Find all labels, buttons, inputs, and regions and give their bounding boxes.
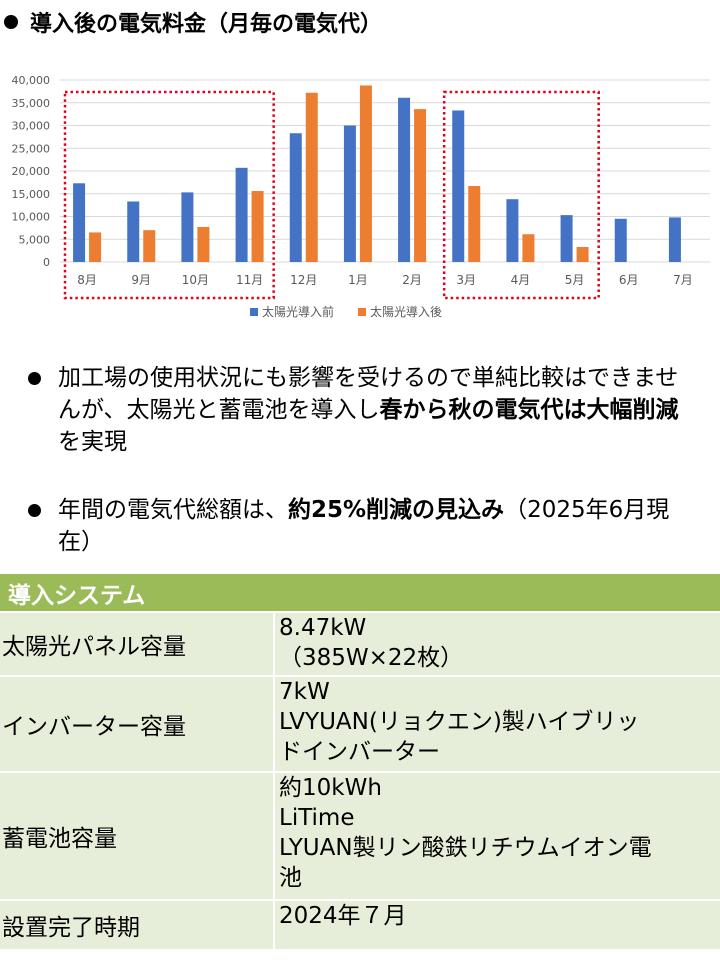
value-line: LYUAN製リン酸鉄リチウムイオン電 xyxy=(279,835,652,861)
bullet-text: （2025年6月現在） xyxy=(58,497,670,555)
bar-after xyxy=(251,191,264,262)
x-tick-label: 8月 xyxy=(77,273,97,287)
y-tick-label: 25,000 xyxy=(12,142,51,155)
bar-after xyxy=(522,234,535,262)
legend-swatch xyxy=(250,308,258,316)
bar-after xyxy=(468,186,481,262)
table-row: 蓄電池容量 約10kWh LiTime LYUAN製リン酸鉄リチウムイオン電 池 xyxy=(0,771,720,899)
row-value: 8.47kW （385W×22枚） xyxy=(275,613,720,675)
bullet-comparison: 加工場の使用状況にも影響を受けるので単純比較はできませんが、太陽光と蓄電池を導入… xyxy=(28,362,688,458)
row-key: 設置完了時期 xyxy=(0,901,275,949)
y-tick-label: 35,000 xyxy=(12,97,51,110)
y-tick-label: 5,000 xyxy=(19,233,51,246)
x-tick-label: 7月 xyxy=(673,273,693,287)
bullet-bold-text: 約25%削減の見込み xyxy=(288,497,505,523)
row-value: 約10kWh LiTime LYUAN製リン酸鉄リチウムイオン電 池 xyxy=(275,773,720,899)
bar-after xyxy=(359,85,372,263)
x-tick-label: 2月 xyxy=(402,273,422,287)
highlight-box xyxy=(63,90,275,300)
y-tick-label: 20,000 xyxy=(12,165,51,178)
bar-after xyxy=(89,232,102,262)
bullet-bold-text: 春から秋の電気代は大幅削減 xyxy=(379,397,679,423)
bullet-text: 年間の電気代総額は、 xyxy=(58,497,288,523)
table-row: 設置完了時期 2024年７月 xyxy=(0,899,720,949)
bullet-text: を実現 xyxy=(58,429,127,455)
section-heading: 導入後の電気料金（月毎の電気代） xyxy=(0,4,382,40)
bar-after xyxy=(305,92,318,262)
value-line: 7kW xyxy=(279,679,330,705)
x-tick-label: 10月 xyxy=(182,273,209,287)
bar-before xyxy=(452,110,465,262)
bar-before xyxy=(127,201,140,262)
x-tick-label: 11月 xyxy=(236,273,263,287)
x-tick-label: 6月 xyxy=(619,273,639,287)
bullet-dot xyxy=(28,372,41,385)
row-key: 蓄電池容量 xyxy=(0,773,275,899)
value-line: 2024年７月 xyxy=(279,903,407,929)
value-line: LiTime xyxy=(279,805,355,831)
system-table-header: 導入システム xyxy=(0,574,720,611)
bullet-text: 加工場の使用状況にも影響を受けるので単純比較はできませんが、太陽光と蓄電池を導入… xyxy=(58,365,679,423)
row-key: インバーター容量 xyxy=(0,677,275,771)
legend-label: 太陽光導入前 xyxy=(262,304,334,319)
y-tick-label: 40,000 xyxy=(12,74,51,87)
bar-before xyxy=(289,133,302,262)
bar-after xyxy=(143,230,156,262)
y-tick-label: 0 xyxy=(43,256,50,269)
table-row: インバーター容量 7kW LVYUAN(リョクエン)製ハイブリッ ドインバーター xyxy=(0,675,720,771)
x-tick-label: 9月 xyxy=(131,273,151,287)
row-value: 7kW LVYUAN(リョクエン)製ハイブリッ ドインバーター xyxy=(275,677,720,771)
x-tick-label: 12月 xyxy=(290,273,317,287)
x-tick-label: 4月 xyxy=(511,273,531,287)
bar-before xyxy=(398,97,411,262)
bar-before xyxy=(235,167,248,262)
value-line: （385W×22枚） xyxy=(279,645,464,671)
table-row: 太陽光パネル容量 8.47kW （385W×22枚） xyxy=(0,611,720,675)
y-tick-label: 10,000 xyxy=(12,211,51,224)
row-value: 2024年７月 xyxy=(275,901,720,949)
bar-before xyxy=(668,217,681,262)
bar-before xyxy=(343,125,356,262)
bar-before xyxy=(506,199,519,262)
bar-before xyxy=(560,215,573,262)
bar-before xyxy=(181,192,194,262)
value-line: 8.47kW xyxy=(279,615,367,641)
value-line: 池 xyxy=(279,865,302,891)
legend-label: 太陽光導入後 xyxy=(370,304,442,319)
bullet-dot xyxy=(28,504,41,517)
bullet-annual-savings: 年間の電気代総額は、約25%削減の見込み（2025年6月現在） xyxy=(28,494,688,558)
x-tick-label: 1月 xyxy=(348,273,368,287)
value-line: 約10kWh xyxy=(279,775,382,801)
bullet-dot xyxy=(4,15,18,29)
x-tick-label: 3月 xyxy=(456,273,476,287)
monthly-electricity-chart: 0 5,000 10,000 15,000 20,000 25,000 30,000 35,0… xyxy=(12,74,710,319)
value-line: ドインバーター xyxy=(279,739,440,765)
value-line: LVYUAN(リョクエン)製ハイブリッ xyxy=(279,709,640,735)
bar-before xyxy=(614,218,627,262)
bar-before xyxy=(73,183,86,262)
heading-text: 導入後の電気料金（月毎の電気代） xyxy=(30,12,383,37)
bar-after xyxy=(414,109,427,262)
system-table: 導入システム 太陽光パネル容量 8.47kW （385W×22枚） インバーター… xyxy=(0,574,720,949)
row-key: 太陽光パネル容量 xyxy=(0,613,275,675)
highlight-box xyxy=(442,90,600,300)
bar-after xyxy=(576,246,589,262)
legend-swatch xyxy=(358,308,366,316)
bar-after xyxy=(197,226,210,262)
x-tick-label: 5月 xyxy=(565,273,585,287)
y-tick-label: 30,000 xyxy=(12,120,51,133)
y-tick-label: 15,000 xyxy=(12,188,51,201)
